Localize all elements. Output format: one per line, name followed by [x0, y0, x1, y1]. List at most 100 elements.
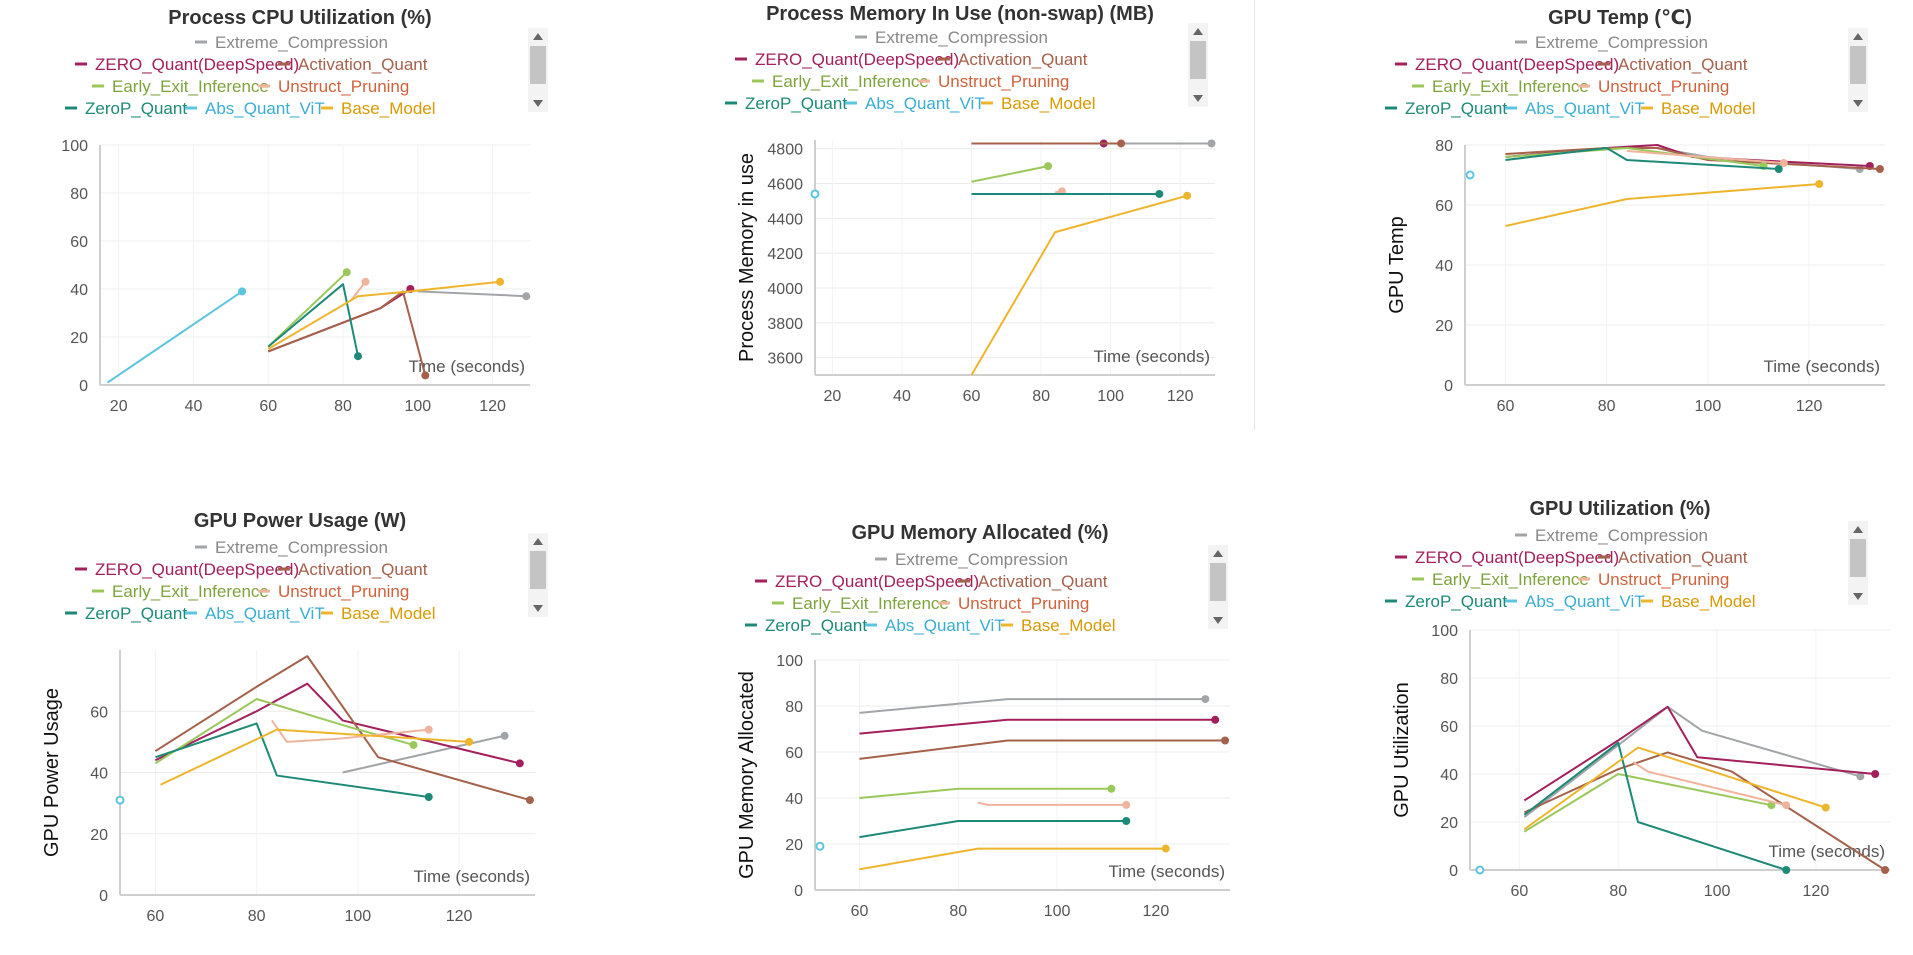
scroll-down-icon[interactable] — [1213, 617, 1223, 624]
series-line-zerop-quant[interactable] — [1523, 741, 1787, 871]
legend-item-early-exit-inference[interactable]: Early_Exit_Inference — [772, 594, 949, 613]
legend-item-base-model[interactable]: Base_Model — [981, 94, 1096, 113]
scroll-up-icon[interactable] — [533, 33, 543, 40]
series-endpoint-activation-quant[interactable] — [1881, 866, 1890, 874]
legend-item-zero-quant-deepspeed[interactable]: ZERO_Quant(DeepSpeed) — [735, 50, 959, 69]
series-endpoint-abs-quant-vit[interactable] — [238, 287, 247, 296]
legend-item-zero-quant-deepspeed[interactable]: ZERO_Quant(DeepSpeed) — [755, 572, 979, 591]
legend-item-unstruct-pruning[interactable]: Unstruct_Pruning — [918, 72, 1069, 91]
scrollbar-thumb[interactable] — [1190, 41, 1206, 79]
series-line-zero-quant-deepspeed[interactable] — [1523, 705, 1876, 802]
legend-scrollbar[interactable] — [528, 28, 548, 112]
series-line-activation-quant[interactable] — [859, 739, 1226, 760]
series-endpoint-base-model[interactable] — [1821, 803, 1830, 812]
series-line-early-exit-inference[interactable] — [859, 787, 1112, 799]
series-endpoint-early-exit-inference[interactable] — [1767, 801, 1776, 810]
series-endpoint-zerop-quant[interactable] — [1122, 817, 1131, 825]
series-line-zero-quant-deepspeed[interactable] — [859, 718, 1216, 735]
legend-item-activation-quant[interactable]: Activation_Quant — [938, 50, 1088, 69]
series-endpoint-zero-quant-deepspeed[interactable] — [515, 759, 524, 768]
legend-item-extreme-compression[interactable]: Extreme_Compression — [195, 538, 388, 557]
legend-item-early-exit-inference[interactable]: Early_Exit_Inference — [92, 582, 269, 601]
series-point-abs-quant-vit[interactable] — [810, 189, 820, 199]
legend-item-base-model[interactable]: Base_Model — [321, 604, 436, 623]
series-line-base-model[interactable] — [1523, 746, 1827, 831]
scrollbar-thumb[interactable] — [530, 46, 546, 84]
legend-item-zerop-quant[interactable]: ZeroP_Quant — [725, 94, 847, 113]
series-line-zerop-quant[interactable] — [859, 820, 1127, 839]
legend-item-activation-quant[interactable]: Activation_Quant — [1598, 55, 1748, 74]
legend-item-unstruct-pruning[interactable]: Unstruct_Pruning — [258, 77, 409, 96]
scrollbar-thumb[interactable] — [1850, 539, 1866, 577]
series-endpoint-zerop-quant[interactable] — [354, 352, 362, 361]
legend-item-zerop-quant[interactable]: ZeroP_Quant — [1385, 592, 1507, 611]
legend-item-zero-quant-deepspeed[interactable]: ZERO_Quant(DeepSpeed) — [75, 560, 299, 579]
scrollbar-thumb[interactable] — [1210, 563, 1226, 601]
legend-item-zerop-quant[interactable]: ZeroP_Quant — [745, 616, 867, 635]
series-endpoint-activation-quant[interactable] — [1875, 165, 1884, 173]
scroll-down-icon[interactable] — [1193, 95, 1203, 102]
series-endpoint-early-exit-inference[interactable] — [1107, 784, 1116, 793]
scroll-up-icon[interactable] — [533, 538, 543, 545]
legend-scrollbar[interactable] — [1188, 23, 1208, 107]
legend-item-activation-quant[interactable]: Activation_Quant — [958, 572, 1108, 591]
series-endpoint-zero-quant-deepspeed[interactable] — [1871, 770, 1880, 778]
series-endpoint-activation-quant[interactable] — [1221, 736, 1230, 745]
legend-item-activation-quant[interactable]: Activation_Quant — [278, 55, 428, 74]
legend-scrollbar[interactable] — [1848, 521, 1868, 605]
series-line-abs-quant-vit[interactable] — [106, 290, 243, 384]
series-endpoint-zerop-quant[interactable] — [424, 793, 433, 801]
legend-item-zerop-quant[interactable]: ZeroP_Quant — [65, 99, 187, 118]
legend-scrollbar[interactable] — [1848, 28, 1868, 112]
series-line-zerop-quant[interactable] — [267, 283, 359, 357]
legend-item-base-model[interactable]: Base_Model — [1641, 592, 1756, 611]
scroll-up-icon[interactable] — [1853, 33, 1863, 40]
series-endpoint-extreme-compression[interactable] — [500, 731, 509, 740]
legend-scrollbar[interactable] — [1208, 545, 1228, 629]
legend-item-base-model[interactable]: Base_Model — [1001, 616, 1116, 635]
legend-item-early-exit-inference[interactable]: Early_Exit_Inference — [752, 72, 929, 91]
scroll-down-icon[interactable] — [533, 100, 543, 107]
legend-item-extreme-compression[interactable]: Extreme_Compression — [1515, 526, 1708, 545]
series-point-abs-quant-vit[interactable] — [1475, 865, 1485, 875]
legend-scrollbar[interactable] — [528, 533, 548, 617]
series-line-base-model[interactable] — [267, 280, 501, 350]
legend-item-early-exit-inference[interactable]: Early_Exit_Inference — [92, 77, 269, 96]
series-line-base-model[interactable] — [859, 847, 1166, 871]
series-line-extreme-compression[interactable] — [342, 734, 505, 774]
series-endpoint-zerop-quant[interactable] — [1774, 165, 1783, 173]
legend-item-abs-quant-vit[interactable]: Abs_Quant_ViT — [185, 99, 325, 118]
legend-item-early-exit-inference[interactable]: Early_Exit_Inference — [1412, 570, 1589, 589]
scrollbar-thumb[interactable] — [1850, 46, 1866, 84]
series-endpoint-base-model[interactable] — [1815, 180, 1824, 188]
legend-item-zerop-quant[interactable]: ZeroP_Quant — [1385, 99, 1507, 118]
scroll-down-icon[interactable] — [1853, 593, 1863, 600]
series-line-unstruct-pruning[interactable] — [271, 719, 429, 743]
series-line-activation-quant[interactable] — [154, 655, 531, 802]
legend-item-unstruct-pruning[interactable]: Unstruct_Pruning — [1578, 77, 1729, 96]
legend-item-extreme-compression[interactable]: Extreme_Compression — [195, 33, 388, 52]
legend-item-early-exit-inference[interactable]: Early_Exit_Inference — [1412, 77, 1589, 96]
series-endpoint-unstruct-pruning[interactable] — [1779, 159, 1788, 167]
series-endpoint-extreme-compression[interactable] — [1856, 772, 1865, 781]
series-line-extreme-compression[interactable] — [417, 290, 527, 298]
series-line-early-exit-inference[interactable] — [971, 165, 1049, 183]
series-point-abs-quant-vit[interactable] — [1465, 170, 1475, 180]
legend-item-extreme-compression[interactable]: Extreme_Compression — [1515, 33, 1708, 52]
series-endpoint-zero-quant-deepspeed[interactable] — [1211, 715, 1220, 724]
series-endpoint-activation-quant[interactable] — [525, 796, 534, 805]
series-line-zerop-quant[interactable] — [1505, 147, 1779, 170]
scrollbar-thumb[interactable] — [530, 551, 546, 589]
series-line-zerop-quant[interactable] — [155, 722, 429, 798]
scroll-up-icon[interactable] — [1853, 526, 1863, 533]
legend-item-zerop-quant[interactable]: ZeroP_Quant — [65, 604, 187, 623]
series-line-unstruct-pruning[interactable] — [1626, 150, 1784, 164]
series-endpoint-extreme-compression[interactable] — [522, 292, 531, 301]
series-line-unstruct-pruning[interactable] — [977, 801, 1127, 806]
legend-item-abs-quant-vit[interactable]: Abs_Quant_ViT — [1505, 592, 1645, 611]
legend-item-activation-quant[interactable]: Activation_Quant — [278, 560, 428, 579]
legend-item-zero-quant-deepspeed[interactable]: ZERO_Quant(DeepSpeed) — [75, 55, 299, 74]
legend-item-base-model[interactable]: Base_Model — [321, 99, 436, 118]
series-line-base-model[interactable] — [970, 194, 1188, 376]
series-endpoint-early-exit-inference[interactable] — [342, 268, 351, 277]
